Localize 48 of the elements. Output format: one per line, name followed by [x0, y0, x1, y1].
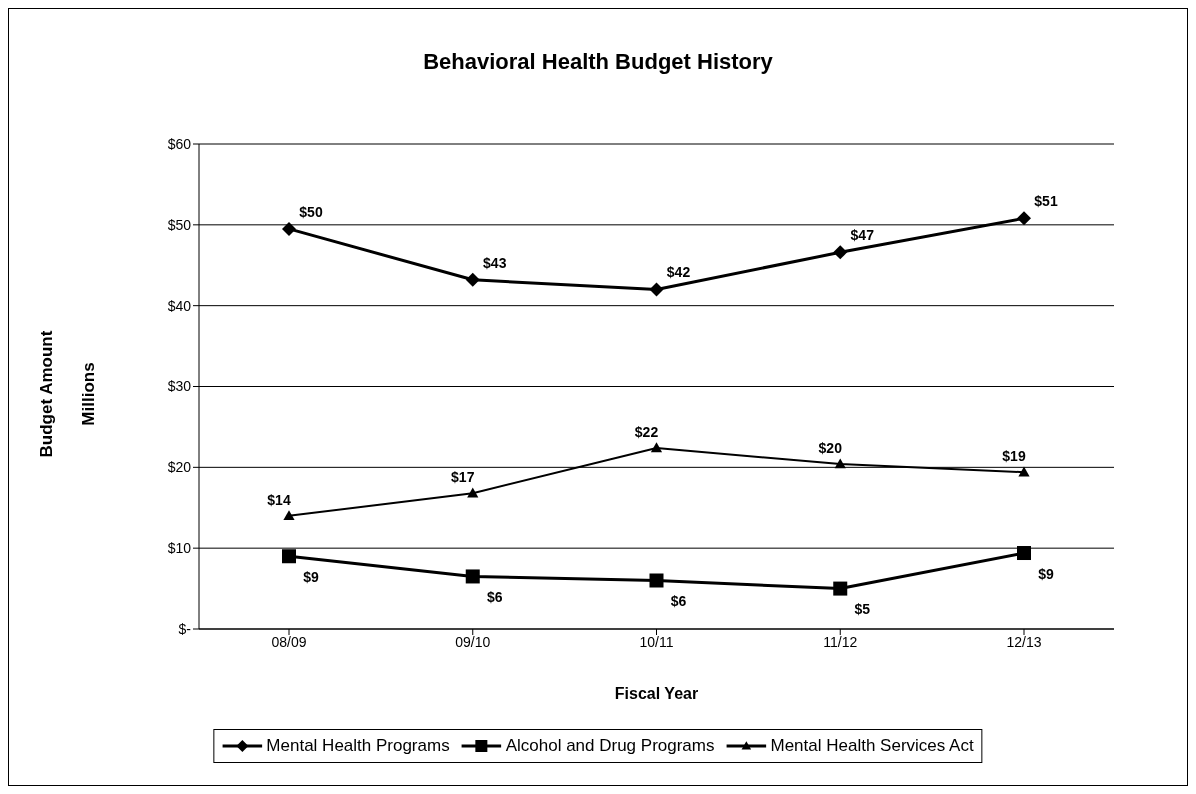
legend-label: Mental Health Programs [266, 736, 450, 756]
x-axis-title: Fiscal Year [614, 685, 699, 702]
x-tick-label: 12/13 [1006, 633, 1042, 650]
point [1018, 466, 1030, 477]
data-label: $47 [850, 227, 875, 244]
point [649, 573, 664, 588]
x-tick-label: 09/10 [455, 633, 491, 650]
data-label: $22 [634, 423, 659, 440]
point [650, 442, 663, 453]
y-tick-label: $50 [167, 216, 192, 233]
x-tick-label: 10/11 [639, 633, 674, 650]
legend-label: Mental Health Services Act [770, 736, 974, 756]
data-label: $6 [670, 593, 687, 610]
data-label: $14 [267, 491, 291, 508]
y-tick-label: $- [178, 620, 192, 637]
point [1017, 211, 1031, 226]
data-label: $43 [483, 254, 507, 271]
text: Budget Amount Millions [37, 330, 98, 458]
data-label: $19 [1002, 447, 1026, 464]
y-tick-label: $20 [167, 459, 192, 476]
data-label: $9 [1038, 565, 1054, 582]
data-label: $42 [666, 264, 691, 281]
point [833, 581, 848, 596]
x-tick-label: 08/09 [271, 633, 307, 650]
y-tick-label: $60 [167, 135, 192, 152]
x-tick-label: 11/12 [823, 633, 858, 650]
point [467, 487, 479, 498]
y-tick-label: $10 [167, 540, 192, 557]
point [465, 569, 480, 584]
data-label: $5 [854, 601, 871, 618]
data-label: $17 [451, 468, 475, 485]
data-label: $51 [1034, 193, 1058, 210]
point [465, 272, 480, 287]
y-tick-label: $40 [167, 297, 192, 314]
point [649, 282, 664, 297]
point [282, 549, 296, 564]
data-label: $6 [486, 589, 503, 606]
data-label: $9 [303, 568, 319, 585]
point [1017, 546, 1031, 561]
point [283, 510, 295, 521]
point [282, 221, 296, 236]
point [834, 458, 846, 469]
data-label: $50 [299, 203, 323, 220]
y-tick-label: $30 [167, 378, 192, 395]
legend-label: Alcohol and Drug Programs [505, 736, 715, 756]
chart-title: Behavioral Health Budget History [422, 49, 774, 75]
data-label: $20 [818, 439, 843, 456]
point [833, 245, 848, 260]
